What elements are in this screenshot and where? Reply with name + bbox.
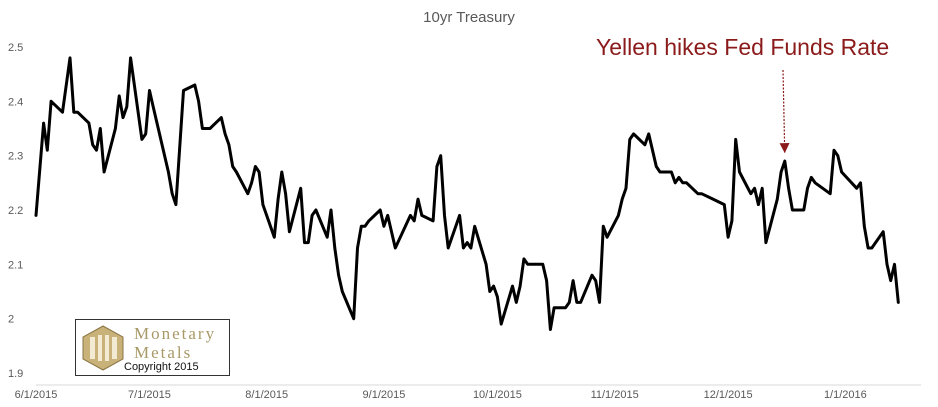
annotation-layer bbox=[779, 69, 790, 154]
logo-name-line2: Metals bbox=[134, 343, 193, 362]
line-layer bbox=[34, 56, 900, 331]
axis-layer: 1.9 2 2.1 2.2 2.3 2.4 2.5 6/1/2015 7/1/2015 8/1/2… bbox=[8, 42, 921, 401]
x-tick-label: 6/1/2015 bbox=[15, 389, 58, 401]
x-tick-label: 12/1/2015 bbox=[704, 389, 753, 401]
annotation-arrow-head bbox=[779, 142, 790, 154]
series-line bbox=[34, 56, 900, 331]
chart-title: 10yr Treasury bbox=[423, 9, 515, 26]
x-tick-label: 9/1/2015 bbox=[363, 389, 406, 401]
x-tick-label: 10/1/2015 bbox=[473, 389, 522, 401]
logo-copyright: Copyright 2015 bbox=[124, 361, 199, 373]
annotation-label: Yellen hikes Fed Funds Rate bbox=[596, 34, 890, 60]
y-tick-label: 2.2 bbox=[8, 205, 23, 217]
y-tick-label: 2.5 bbox=[8, 42, 23, 54]
y-tick-label: 2.3 bbox=[8, 151, 23, 163]
x-tick-label: 8/1/2015 bbox=[245, 389, 288, 401]
y-tick-label: 2.1 bbox=[8, 259, 23, 271]
y-tick-label: 2 bbox=[8, 314, 14, 326]
y-tick-label: 2.4 bbox=[8, 96, 23, 108]
x-tick-label: 1/1/2016 bbox=[824, 389, 867, 401]
logo-name-line1: Monetary bbox=[134, 324, 217, 343]
logo-box: Monetary Metals Copyright 2015 bbox=[75, 319, 230, 376]
x-tick-label: 11/1/2015 bbox=[591, 389, 639, 401]
x-tick-label: 7/1/2015 bbox=[128, 389, 171, 401]
y-tick-label: 1.9 bbox=[8, 368, 23, 380]
monetary-metals-logo-icon bbox=[82, 325, 124, 371]
annotation-arrow-shaft bbox=[782, 69, 786, 154]
